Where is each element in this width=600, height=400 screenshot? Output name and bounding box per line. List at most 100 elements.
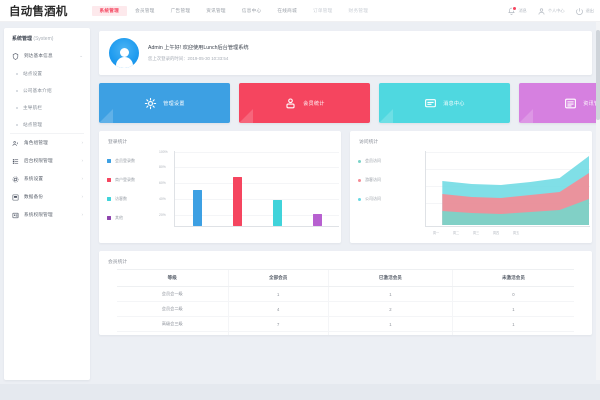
card-corner-decoration	[99, 109, 113, 123]
person-icon	[286, 97, 295, 108]
sidebar-sub-label: 站点管理	[23, 121, 43, 127]
sidebar-sub-label: 公司基本介绍	[23, 87, 52, 93]
cell-level: 会员总	[117, 331, 229, 335]
sidebar-item-backend-permissions[interactable]: 后台权限管理 ›	[4, 152, 90, 170]
sidebar-item-label: 后台权限管理	[24, 158, 53, 163]
legend-label: 会员登录数	[115, 158, 135, 163]
cell-inactive: 1	[451, 301, 574, 317]
nav-item-info-center[interactable]: 信息中心	[241, 7, 262, 13]
logout-button[interactable]: 退出	[575, 7, 594, 16]
y-tick-label: 20%	[159, 213, 166, 217]
cell-activated: 2	[327, 301, 453, 317]
sidebar-item-system-settings[interactable]: 系统设置 ›	[4, 170, 90, 188]
power-icon	[575, 7, 583, 15]
x-tick-label: 周五	[512, 231, 520, 235]
sidebar-item-label: 角色组管理	[24, 140, 48, 145]
page-scrollbar-track[interactable]	[596, 22, 600, 380]
y-tick-label: 80%	[159, 165, 166, 169]
page-scrollbar-thumb[interactable]	[596, 30, 600, 120]
sidebar-item-site-manage[interactable]: 站点管理	[4, 116, 90, 133]
sidebar-divider	[10, 133, 84, 134]
user-icon	[538, 7, 545, 15]
legend-entry: 游客访问	[358, 177, 410, 183]
user-avatar-image	[109, 38, 139, 68]
welcome-card: Admin 上午好! 欢迎使用Lunch后台管理系统 您上次登录的时间：2019…	[99, 31, 592, 75]
member-stats-title: 会员统计	[108, 260, 128, 265]
legend-label: 访客数	[115, 196, 127, 201]
sidebar-item-label: 数据备份	[24, 194, 44, 199]
sidebar-group-basic-info[interactable]: 到达基本信息 ⌄	[4, 47, 90, 65]
notifications-button[interactable]: 消息	[507, 5, 527, 16]
profile-button[interactable]: 个人中心	[537, 7, 565, 16]
key-icon	[12, 212, 19, 218]
login-stats-panel: 登录统计 会员登录数 商户登录数 访客数	[99, 131, 341, 243]
sidebar-item-label: 系统权限管理	[24, 212, 53, 217]
x-tick-label: 周一	[432, 231, 440, 235]
legend-swatch	[107, 159, 111, 163]
chevron-right-icon: ›	[81, 175, 84, 181]
nav-item-system[interactable]: 系统管理	[91, 5, 128, 16]
sidebar-sub-label: 主导航栏	[23, 104, 43, 110]
sidebar-sub-label: 站点设置	[23, 70, 43, 76]
gridline	[425, 152, 590, 153]
nav-item-online-shop[interactable]: 在线商城	[277, 7, 297, 13]
column-header-inactive: 未激活会员	[451, 269, 574, 287]
y-tick-label: 100%	[159, 150, 168, 154]
welcome-greeting: Admin 上午好! 欢迎使用Lunch后台管理系统	[148, 45, 249, 51]
chevron-right-icon: ›	[81, 139, 84, 145]
nav-item-orders[interactable]: 订单管理	[312, 7, 333, 13]
legend-swatch	[107, 216, 111, 220]
gridline	[174, 183, 339, 184]
charts-row: 登录统计 会员登录数 商户登录数 访客数	[99, 131, 592, 243]
welcome-text-block: Admin 上午好! 欢迎使用Lunch后台管理系统 您上次登录的时间：2019…	[148, 44, 249, 62]
visit-stats-panel: 访问统计 会员访问 游客访问 公司访问	[350, 131, 592, 243]
nav-item-members[interactable]: 会员管理	[135, 7, 155, 13]
top-header-bar: 自动售酒机 系统管理 会员管理 广告管理 资讯管理 信息中心 在线商城 订单管理…	[0, 0, 600, 22]
area-chart-plot: 周一 周二 周三 周四 周五	[410, 145, 592, 237]
card-label: 会员统计	[303, 100, 325, 107]
sidebar-item-data-backup[interactable]: 数据备份 ›	[4, 188, 90, 206]
legend-label: 商户登录数	[115, 177, 135, 182]
x-axis	[425, 226, 590, 227]
table-header-row: 等级 全部会员 已激活会员 未激活会员	[117, 269, 574, 287]
message-icon	[425, 98, 437, 107]
legend-swatch	[358, 159, 361, 163]
area-series-group	[442, 156, 589, 225]
area-chart-legend: 会员访问 游客访问 公司访问	[358, 145, 410, 237]
sidebar-title-sub: (System)	[33, 36, 54, 42]
top-navigation[interactable]: 系统管理 会员管理 广告管理 资讯管理 信息中心 在线商城 订单管理 财务管理	[91, 5, 377, 16]
card-message-center[interactable]: 消息中心	[379, 83, 510, 123]
login-stats-title: 登录统计	[108, 140, 128, 145]
sidebar-item-system-permissions[interactable]: 系统权限管理 ›	[4, 206, 90, 224]
gridline	[174, 152, 339, 153]
legend-entry: 其他	[107, 215, 159, 221]
sidebar-title: 系统管理 (System)	[4, 28, 90, 47]
nav-item-news[interactable]: 资讯管理	[206, 7, 226, 13]
table-row: 高级会三级 7 1 1	[117, 316, 574, 332]
legend-swatch	[358, 178, 361, 182]
card-corner-decoration	[239, 109, 253, 123]
legend-label: 游客访问	[365, 177, 381, 182]
legend-entry: 商户登录数	[107, 177, 159, 183]
stat-cards-row: 管理设置 会员统计 消息中心	[99, 83, 596, 123]
nav-item-ads[interactable]: 广告管理	[170, 7, 191, 13]
cell-activated: 1	[327, 286, 453, 302]
card-member-stats[interactable]: 会员统计	[239, 83, 370, 123]
bar	[313, 214, 323, 226]
cell-inactive: 1	[451, 316, 574, 332]
sidebar-item-main-nav[interactable]: 主导航栏	[4, 99, 90, 116]
sidebar-item-company-intro[interactable]: 公司基本介绍	[4, 82, 90, 99]
sidebar-item-label: 系统设置	[24, 176, 44, 181]
card-label: 管理设置	[163, 100, 185, 107]
card-news-management[interactable]: 资讯管理	[519, 83, 596, 123]
y-axis	[425, 151, 426, 227]
nav-item-finance[interactable]: 财务管理	[348, 7, 369, 13]
sidebar-item-site-settings[interactable]: 站点设置	[4, 65, 90, 82]
cell-activated: 1	[327, 316, 453, 332]
cog-icon	[12, 176, 19, 182]
x-tick-label: 周二	[452, 231, 460, 235]
sidebar-item-role-groups[interactable]: 角色组管理 ›	[4, 134, 90, 152]
card-management-settings[interactable]: 管理设置	[99, 83, 230, 123]
column-header-level: 等级	[117, 269, 229, 287]
